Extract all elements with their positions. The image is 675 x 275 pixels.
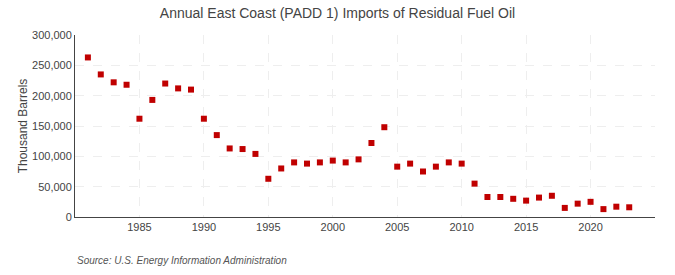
svg-text:0: 0 [66,211,72,223]
svg-text:300,000: 300,000 [32,29,72,41]
svg-text:50,000: 50,000 [38,181,72,193]
svg-text:1995: 1995 [256,221,280,233]
svg-text:100,000: 100,000 [32,150,72,162]
svg-text:2000: 2000 [321,221,345,233]
svg-text:Annual East Coast (PADD 1) Imp: Annual East Coast (PADD 1) Imports of Re… [160,5,515,21]
svg-text:2020: 2020 [578,221,602,233]
svg-text:200,000: 200,000 [32,90,72,102]
svg-text:1985: 1985 [127,221,151,233]
svg-text:150,000: 150,000 [32,120,72,132]
svg-text:2005: 2005 [385,221,409,233]
svg-text:250,000: 250,000 [32,59,72,71]
svg-text:1990: 1990 [192,221,216,233]
svg-text:2015: 2015 [514,221,538,233]
svg-text:Source: U.S. Energy Informatio: Source: U.S. Energy Information Administ… [77,255,287,266]
svg-text:2010: 2010 [449,221,473,233]
svg-text:Thousand Barrels: Thousand Barrels [16,79,30,174]
